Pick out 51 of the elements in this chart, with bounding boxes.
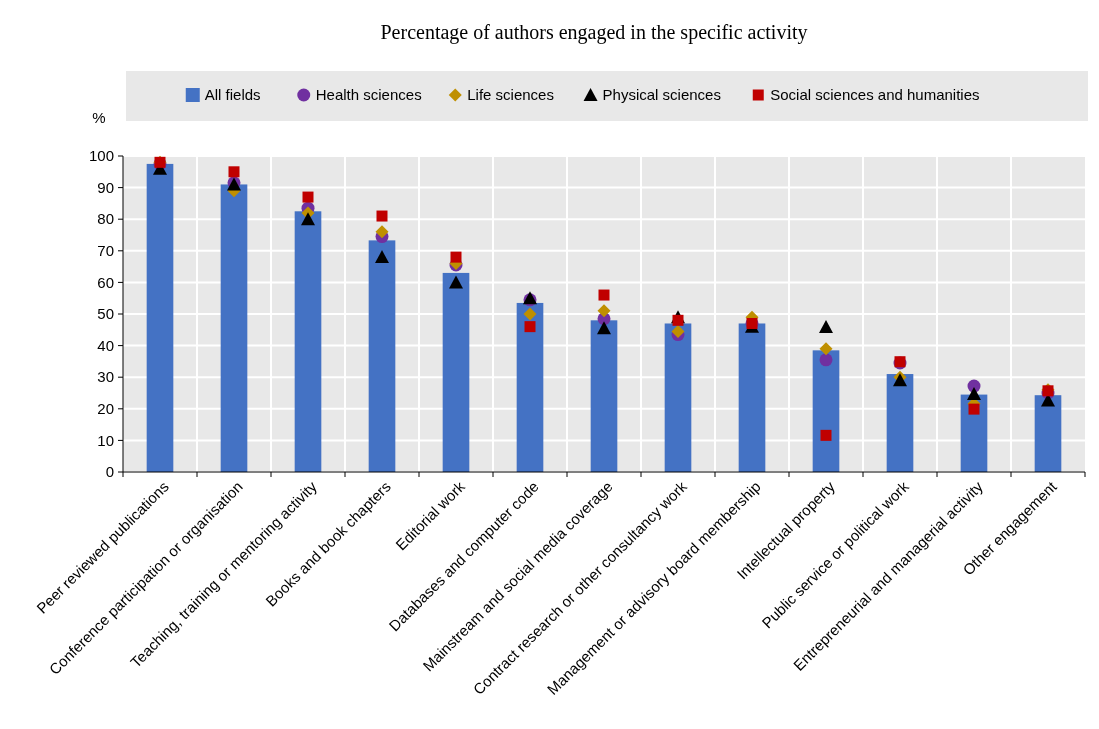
y-tick-label: 100 — [88, 147, 114, 165]
point — [819, 342, 833, 356]
point — [524, 321, 536, 333]
bar — [664, 323, 692, 472]
point — [598, 289, 610, 301]
y-tick-label: 50 — [97, 305, 114, 323]
legend-label: Life sciences — [467, 86, 554, 104]
point — [671, 324, 685, 338]
point — [375, 225, 389, 239]
y-axis-title: % — [92, 109, 106, 127]
bar — [1034, 395, 1062, 472]
legend-label: Health sciences — [315, 86, 422, 104]
bar — [590, 320, 618, 472]
bar — [516, 302, 544, 472]
bar — [294, 211, 322, 472]
y-tick-label: 70 — [97, 242, 114, 260]
point — [597, 321, 611, 335]
y-tick-label: 90 — [97, 178, 114, 196]
point — [819, 319, 833, 333]
point — [968, 403, 980, 415]
chart-title: Percentage of authors engaged in the specific activity — [380, 21, 808, 44]
legend-label: Physical sciences — [602, 86, 721, 104]
y-tick-label: 10 — [97, 431, 114, 449]
point — [672, 314, 684, 326]
y-tick-label: 60 — [97, 273, 114, 291]
point — [302, 191, 314, 203]
y-tick-label: 30 — [97, 368, 114, 386]
point — [376, 210, 388, 222]
point — [819, 353, 833, 367]
bar — [738, 323, 766, 472]
bar — [812, 350, 840, 472]
y-tick-label: 0 — [105, 463, 114, 481]
bar — [220, 184, 248, 472]
point — [449, 275, 463, 289]
point — [597, 304, 611, 318]
point — [228, 166, 240, 178]
y-tick-label: 80 — [97, 210, 114, 228]
bar — [368, 240, 396, 472]
bar — [146, 163, 174, 472]
point — [301, 212, 315, 226]
point — [820, 429, 832, 441]
point — [450, 251, 462, 263]
y-tick-label: 40 — [97, 336, 114, 354]
bar — [442, 272, 470, 472]
point — [967, 386, 981, 400]
bar — [886, 374, 914, 472]
point — [523, 307, 537, 321]
point — [375, 250, 389, 264]
legend-label: Social sciences and humanities — [770, 86, 980, 104]
legend-label: All fields — [204, 86, 261, 104]
y-tick-label: 20 — [97, 400, 114, 418]
